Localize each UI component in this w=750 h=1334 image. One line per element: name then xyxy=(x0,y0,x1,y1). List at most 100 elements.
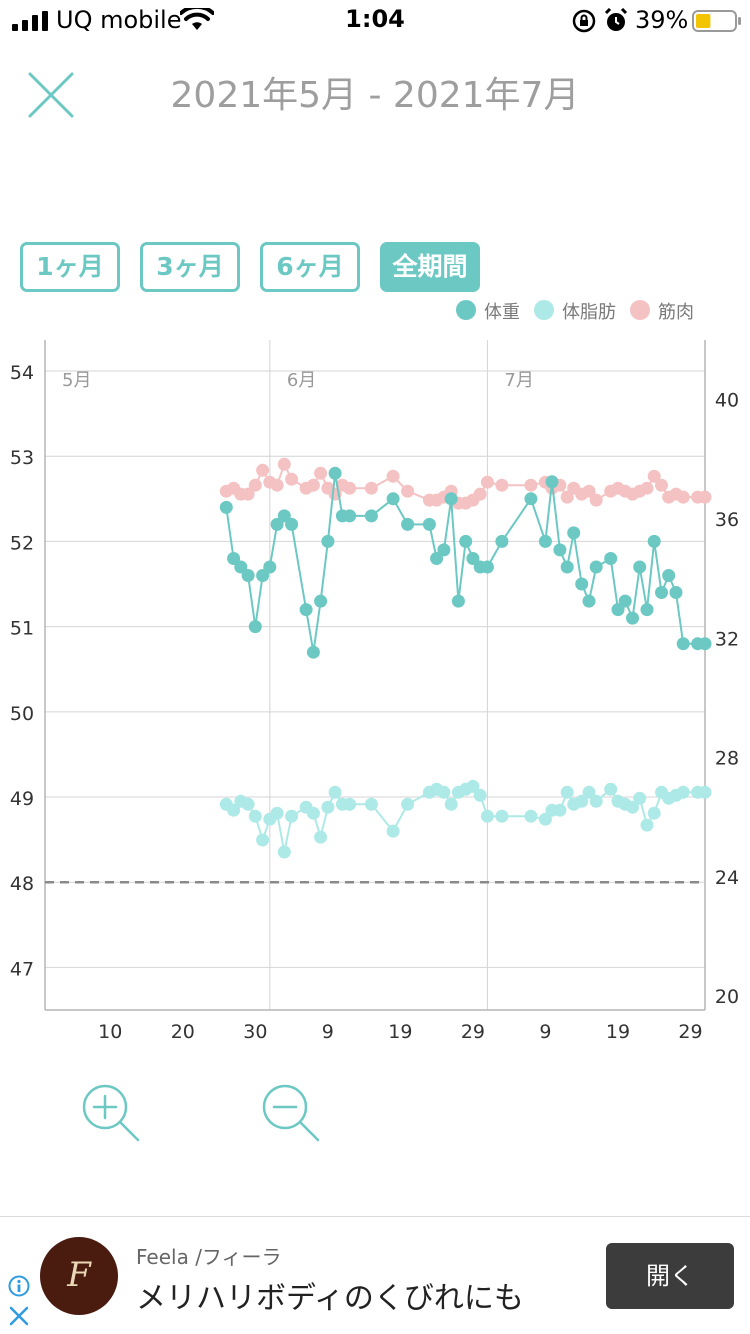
data-point xyxy=(560,785,574,799)
legend-swatch-body-fat xyxy=(534,300,554,320)
data-point xyxy=(430,552,444,565)
data-point xyxy=(626,800,639,814)
ad-banner[interactable]: F Feela /フィーラ メリハリボディのくびれにも 開く xyxy=(0,1216,750,1334)
left-axis-tick-label: 54 xyxy=(10,362,34,384)
data-point xyxy=(545,475,559,489)
data-point xyxy=(401,517,415,531)
data-point xyxy=(589,560,603,574)
right-axis-tick-label: 20 xyxy=(715,986,739,1008)
data-point xyxy=(270,806,284,820)
range-button-all-time[interactable]: 全期間 xyxy=(380,242,480,292)
legend-swatch-muscle xyxy=(630,300,650,320)
data-point xyxy=(589,794,603,808)
data-point xyxy=(604,782,618,796)
left-axis-tick-label: 48 xyxy=(10,873,34,895)
data-point xyxy=(495,478,509,492)
right-axis-tick-label: 40 xyxy=(715,390,739,412)
data-point xyxy=(321,800,335,814)
data-point xyxy=(241,569,255,582)
data-point xyxy=(582,785,596,799)
data-point xyxy=(538,812,552,826)
data-point xyxy=(263,560,277,574)
data-point xyxy=(401,484,415,498)
data-point xyxy=(473,788,487,802)
data-point xyxy=(285,472,299,486)
data-point xyxy=(626,611,639,625)
left-axis-tick-label: 47 xyxy=(10,958,34,980)
ad-brand-name: Feela /フィーラ xyxy=(136,1245,282,1269)
data-point xyxy=(270,517,284,531)
data-point xyxy=(314,466,328,480)
data-point xyxy=(364,481,378,495)
data-point xyxy=(560,560,574,574)
left-axis-tick-label: 51 xyxy=(10,618,34,640)
data-point xyxy=(553,803,567,817)
data-point xyxy=(655,478,668,492)
data-point xyxy=(633,560,647,574)
clock-time: 1:04 xyxy=(345,5,405,33)
right-axis-tick-label: 36 xyxy=(715,509,739,531)
data-point xyxy=(640,481,654,495)
x-axis-tick-label: 9 xyxy=(539,1021,551,1043)
data-point xyxy=(437,785,451,799)
data-point xyxy=(466,779,480,793)
month-label: 5月 xyxy=(62,370,91,391)
x-axis-tick-label: 29 xyxy=(461,1021,485,1043)
data-point xyxy=(364,797,378,811)
data-point xyxy=(647,806,661,820)
x-axis-tick-label: 30 xyxy=(243,1021,267,1043)
range-button-3-months[interactable]: 3ヶ月 xyxy=(140,242,240,292)
data-point xyxy=(633,791,647,805)
data-point xyxy=(640,818,654,832)
data-point xyxy=(444,797,458,811)
ad-close-icon[interactable] xyxy=(8,1305,30,1327)
close-icon[interactable] xyxy=(26,70,76,120)
ad-brand-logo: F xyxy=(40,1237,118,1315)
carrier-name: UQ mobile xyxy=(56,6,182,34)
data-point xyxy=(401,797,415,811)
data-point xyxy=(256,569,270,582)
rotation-lock-icon xyxy=(572,9,596,33)
data-point xyxy=(328,785,342,799)
range-button-1-month[interactable]: 1ヶ月 xyxy=(20,242,120,292)
data-point xyxy=(676,785,690,799)
data-point xyxy=(480,475,494,489)
data-point xyxy=(560,490,574,504)
data-point xyxy=(589,493,603,507)
data-point xyxy=(698,637,712,651)
body-composition-chart[interactable]: 54 53 52 51 50 49 48 47 40 36 32 28 24 20 5月 6月 7月 10 20 30… xyxy=(0,340,750,1050)
wifi-icon xyxy=(180,8,214,30)
data-point xyxy=(698,490,712,504)
data-point xyxy=(314,830,328,844)
zoom-out-icon[interactable] xyxy=(260,1082,322,1144)
cellular-signal-icon xyxy=(12,11,48,31)
x-axis-tick-label: 9 xyxy=(322,1021,334,1043)
ad-headline: メリハリボディのくびれにも xyxy=(136,1281,524,1316)
data-point xyxy=(241,797,255,811)
left-axis-tick-label: 52 xyxy=(10,532,34,554)
data-point xyxy=(495,534,509,548)
data-point xyxy=(364,509,378,523)
data-point xyxy=(524,478,538,492)
left-axis-tick-label: 53 xyxy=(10,447,34,469)
period-title: 2021年5月 - 2021年7月 xyxy=(170,75,580,116)
ad-info-icon[interactable] xyxy=(8,1275,30,1297)
month-label: 6月 xyxy=(287,370,316,391)
data-point xyxy=(299,603,313,617)
battery-icon xyxy=(692,10,741,32)
series-line xyxy=(225,785,705,853)
data-point xyxy=(676,490,690,504)
x-axis-tick-label: 10 xyxy=(98,1021,122,1043)
data-point xyxy=(676,637,690,651)
zoom-in-icon[interactable] xyxy=(80,1082,142,1144)
data-point xyxy=(524,492,538,506)
data-point xyxy=(386,824,400,838)
range-button-6-months[interactable]: 6ヶ月 xyxy=(260,242,360,292)
data-point xyxy=(343,797,357,811)
ad-open-button[interactable]: 開く xyxy=(606,1243,734,1309)
legend-swatch-weight xyxy=(456,300,476,320)
data-point xyxy=(241,487,255,501)
x-axis-tick-label: 29 xyxy=(678,1021,702,1043)
data-point xyxy=(248,478,262,492)
x-axis-tick-label: 19 xyxy=(388,1021,412,1043)
